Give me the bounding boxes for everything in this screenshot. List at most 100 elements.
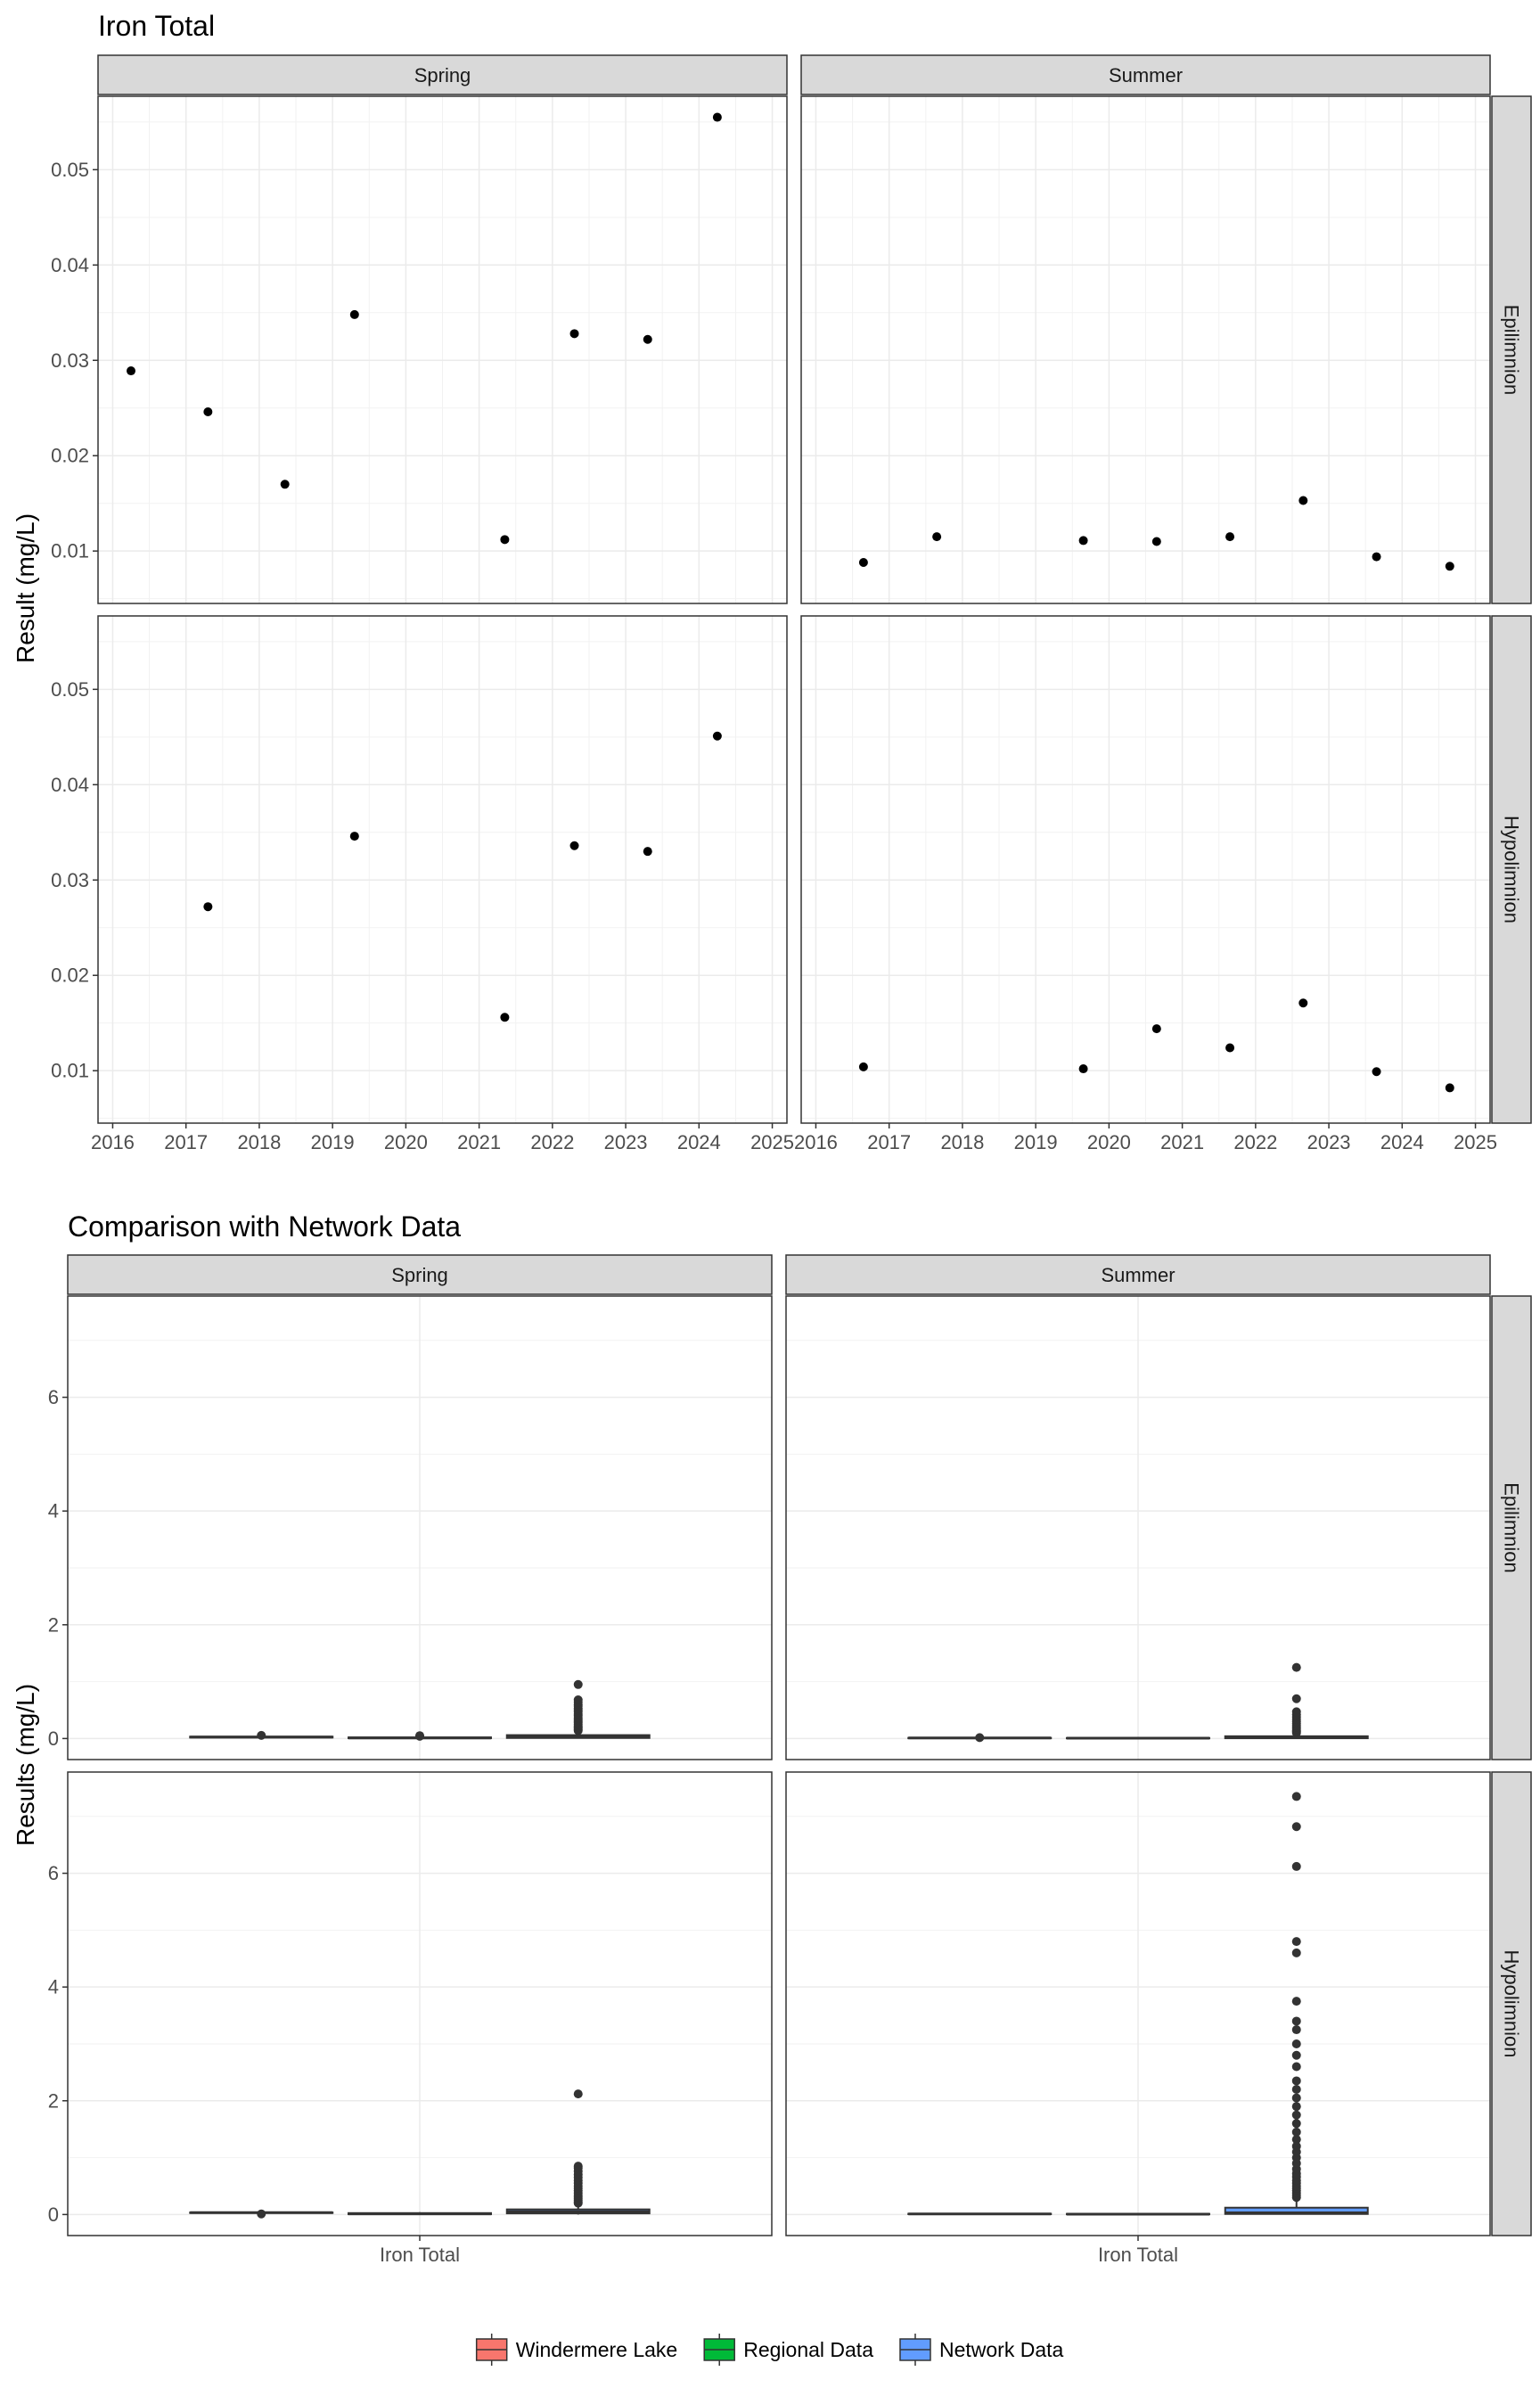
x-tick-label: 2021 [457, 1131, 501, 1153]
facet-strip-summer [785, 1254, 1491, 1295]
x-tick-label: 2023 [604, 1131, 648, 1153]
y-tick-label: 0.01 [51, 540, 89, 562]
y-tick-label: 4 [48, 1976, 59, 1998]
x-tick-label: 2024 [1380, 1131, 1424, 1153]
facet-strip-label: Summer [1101, 1264, 1175, 1286]
x-tick-label: 2018 [940, 1131, 984, 1153]
data-point [1151, 537, 1161, 546]
x-tick-label: 2016 [91, 1131, 135, 1153]
facet-strip-label: Epilimnion [1501, 305, 1523, 396]
panel-border [67, 1295, 773, 1760]
legend: Windermere Lake Regional Data Network Data [475, 2334, 1064, 2366]
data-point [203, 902, 213, 912]
box-network-data [505, 1679, 651, 1739]
box-windermere-lake [907, 1733, 1053, 1743]
y-tick-label: 0.01 [51, 1060, 89, 1082]
facet-strip-hypolimnion [1491, 1771, 1532, 2236]
data-point [712, 731, 722, 741]
legend-item-regional-data: Regional Data [703, 2334, 873, 2366]
box-regional-data [1066, 1736, 1210, 1740]
data-point [349, 832, 359, 841]
outlier-point [1291, 1662, 1301, 1672]
y-tick-label: 0.05 [51, 678, 89, 701]
outlier-point [1291, 1792, 1301, 1801]
facet-strip-label: Spring [414, 64, 471, 86]
data-point [203, 407, 213, 417]
facet-strip-label: Hypolimnion [1501, 816, 1523, 923]
box-windermere-lake [907, 2212, 1053, 2216]
y-tick-label: 0.03 [51, 349, 89, 372]
outlier-point [1291, 2119, 1301, 2129]
outlier-point [1291, 1707, 1301, 1717]
outlier-point [1291, 2062, 1301, 2072]
box-network-data [1224, 1792, 1369, 2215]
box-network-data [1224, 1662, 1369, 1740]
box-title: Comparison with Network Data [68, 1210, 461, 1243]
outlier-point [257, 1730, 266, 1740]
x-tick-label: 2022 [530, 1131, 574, 1153]
data-point [1445, 1083, 1454, 1093]
box-panel [785, 1295, 1491, 1760]
y-tick-label: 2 [48, 2089, 59, 2112]
y-tick-label: 6 [48, 1862, 59, 1884]
data-point [1445, 562, 1454, 571]
outlier-point [975, 1733, 985, 1743]
outlier-point [1291, 2135, 1301, 2145]
y-tick-label: 0.02 [51, 964, 89, 987]
data-point [1078, 1064, 1088, 1074]
box-network-data [505, 2089, 651, 2215]
box-panel: 0 2 4 6 [48, 1295, 773, 1760]
data-point [1372, 552, 1381, 562]
outlier-point [573, 1679, 583, 1689]
x-tick-label: Iron Total [1098, 2244, 1178, 2266]
panel-border [97, 615, 788, 1124]
box-regional-data [1066, 2212, 1210, 2216]
data-point [858, 558, 868, 568]
legend-item-network-data: Network Data [899, 2334, 1064, 2366]
outlier-point [1291, 1997, 1301, 2006]
outlier-point [573, 1695, 583, 1705]
facet-strip-label: Spring [391, 1264, 448, 1286]
outlier-point [573, 2089, 583, 2099]
outlier-point [1291, 2050, 1301, 2060]
data-point [643, 334, 652, 344]
x-tick-label: 2025 [1454, 1131, 1497, 1153]
facet-strip-label: Summer [1109, 64, 1183, 86]
outlier-point [1291, 1861, 1301, 1871]
data-point [1078, 536, 1088, 546]
x-tick-label: 2016 [794, 1131, 838, 1153]
data-point [1225, 1043, 1235, 1053]
y-tick-label: 4 [48, 1500, 59, 1522]
outlier-point [1291, 1694, 1301, 1703]
x-tick-label: 2020 [384, 1131, 428, 1153]
data-point [1151, 1024, 1161, 1034]
scatter-panel: 2016 2017 2018 2019 2020 2021 2022 2023 2024 2025 [794, 615, 1497, 1153]
y-tick-label: 0.03 [51, 869, 89, 891]
data-point [280, 480, 290, 489]
data-point [349, 309, 359, 319]
outlier-point [1291, 2141, 1301, 2151]
x-tick-label: 2017 [164, 1131, 208, 1153]
outlier-point [1291, 2085, 1301, 2095]
data-point [1372, 1067, 1381, 1077]
legend-label: Regional Data [743, 2338, 873, 2361]
x-tick-label: 2025 [750, 1131, 794, 1153]
data-point [127, 366, 136, 376]
outlier-point [1291, 2110, 1301, 2120]
box-windermere-lake [189, 1730, 334, 1740]
y-tick-label: 6 [48, 1386, 59, 1408]
y-tick-label: 0.04 [51, 774, 89, 796]
facet-strip-spring [97, 54, 788, 95]
data-point [569, 841, 579, 850]
box-panel: 0 2 4 6 Iron Total [48, 1771, 773, 2266]
x-tick-label: 2022 [1233, 1131, 1277, 1153]
data-point [1298, 998, 1308, 1008]
outlier-point [1291, 1948, 1301, 1957]
outlier-point [1291, 2016, 1301, 2026]
box-regional-data [348, 1731, 492, 1741]
data-point [712, 112, 722, 122]
facet-strip-epilimnion [1491, 95, 1532, 604]
scatter-panel [800, 95, 1491, 604]
x-tick-label: 2023 [1307, 1131, 1351, 1153]
